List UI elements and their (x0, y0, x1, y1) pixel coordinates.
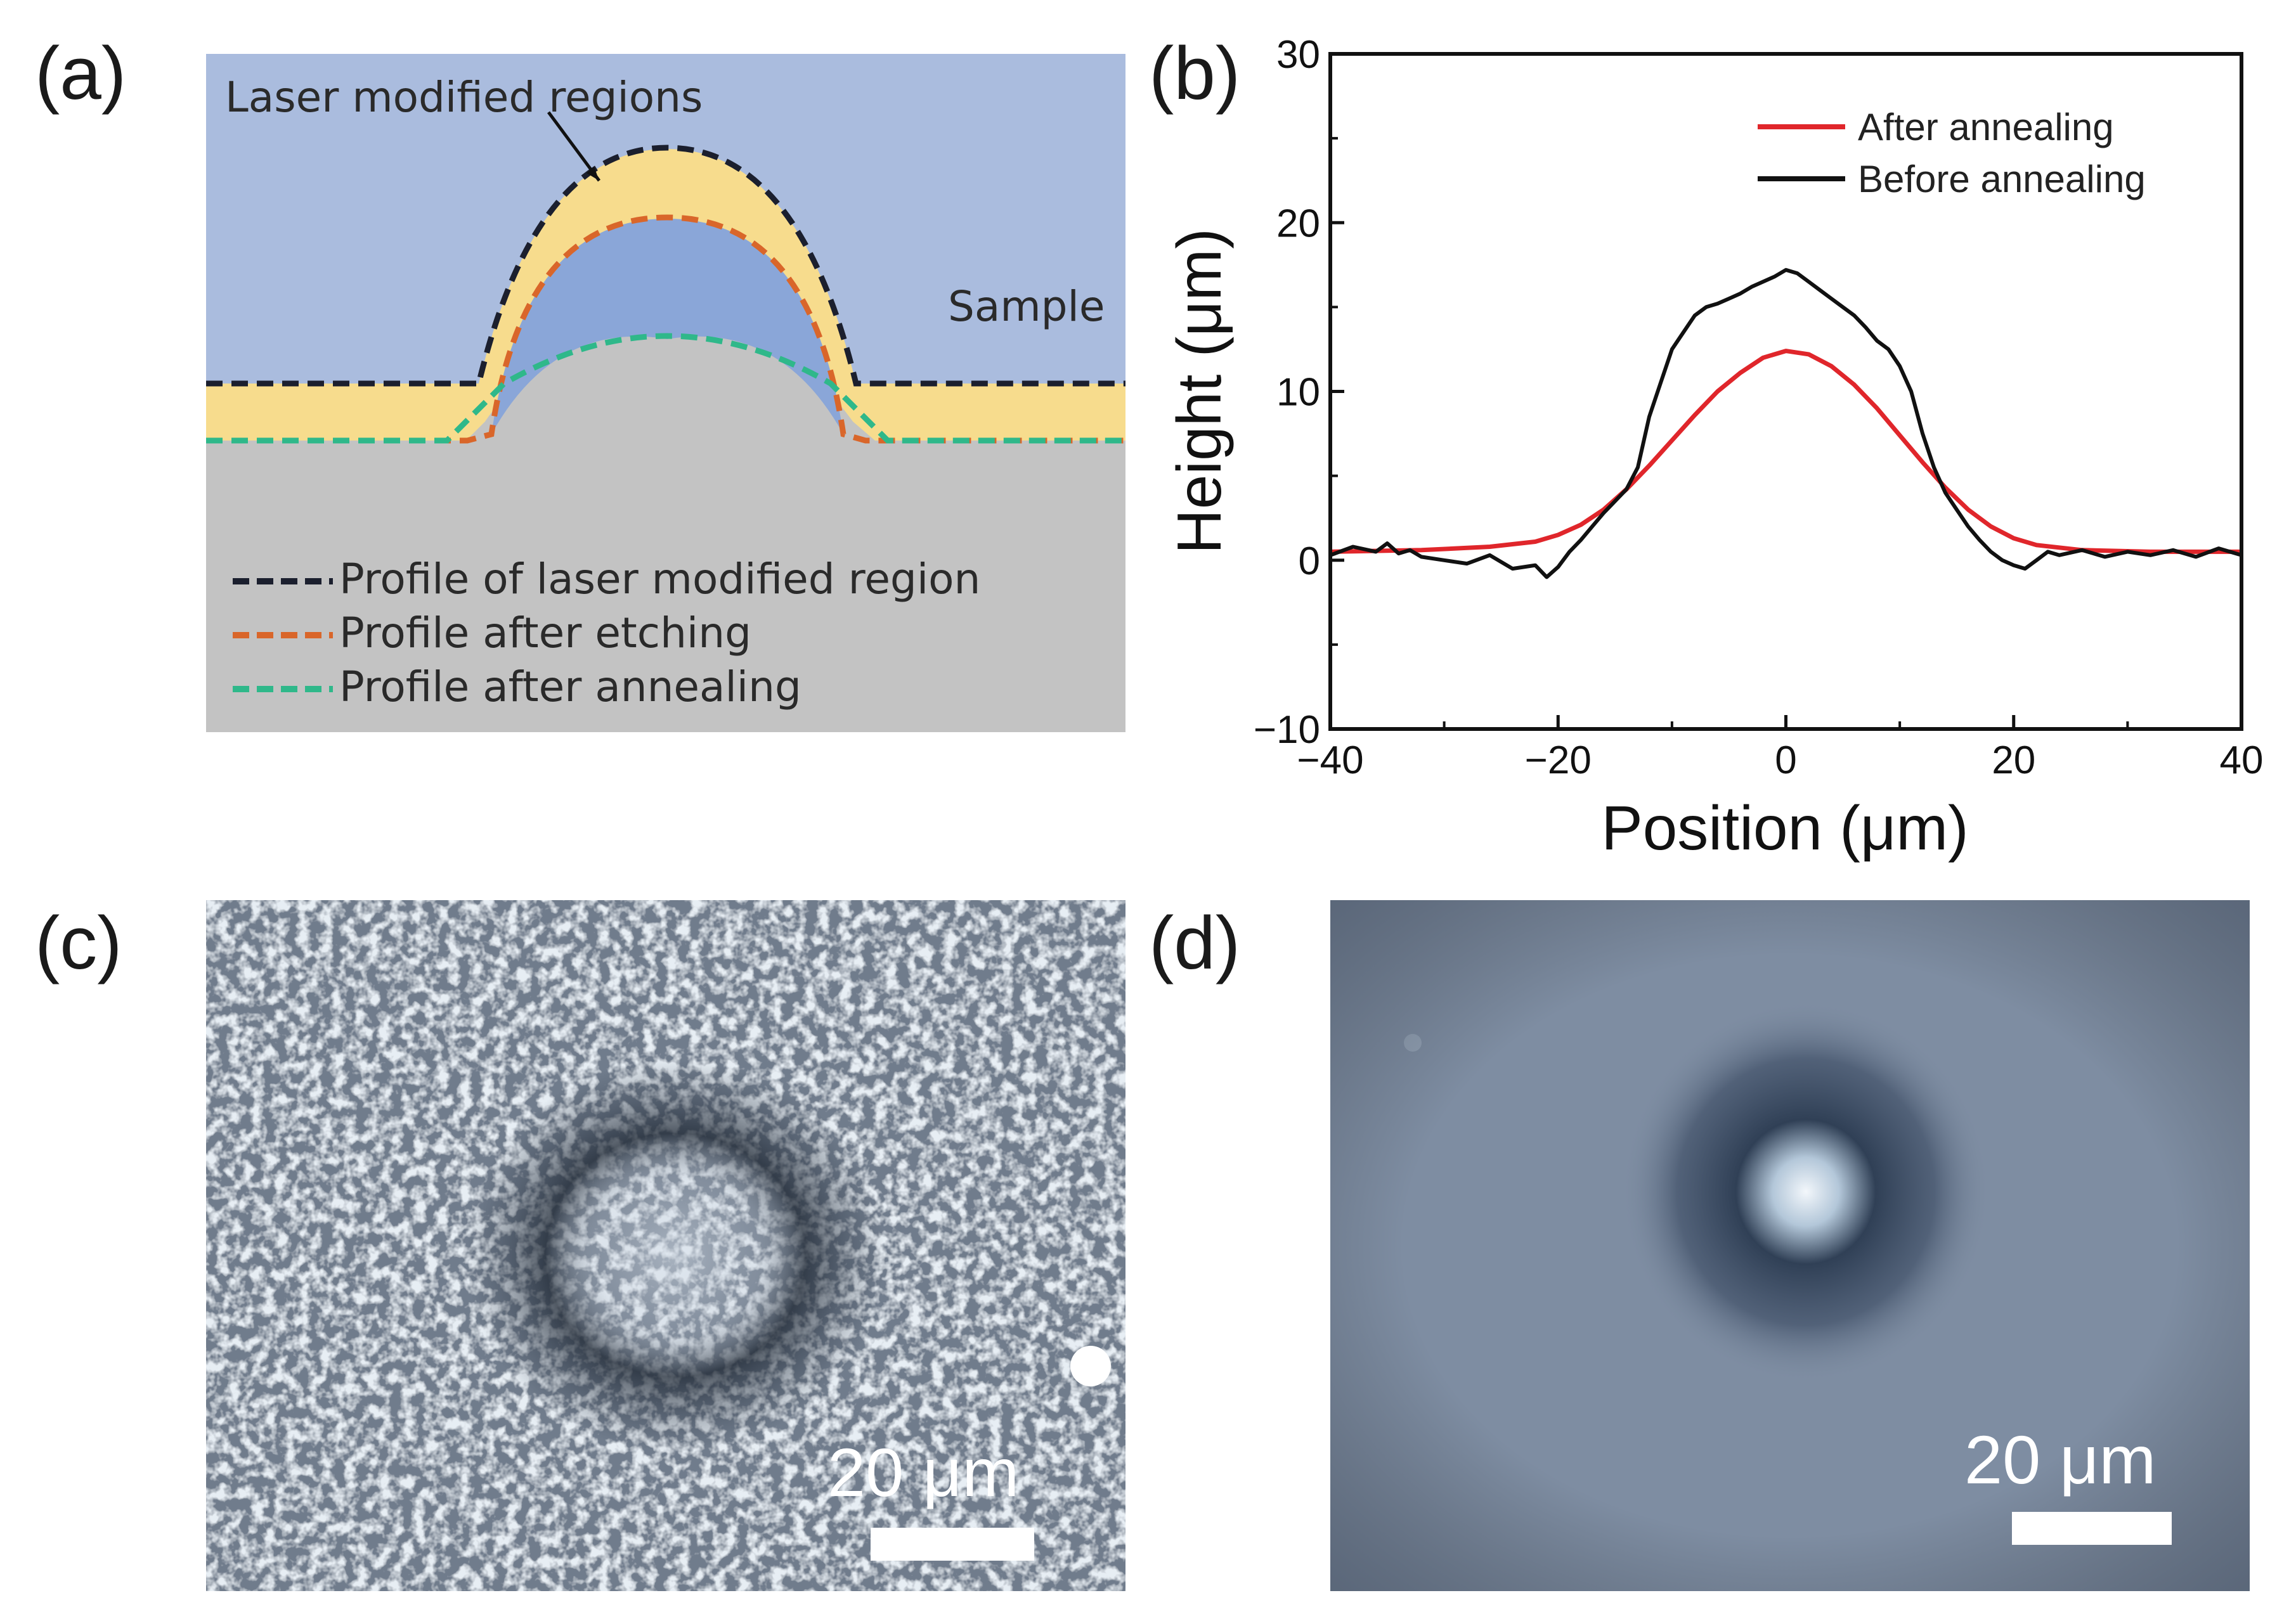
legend-text-etching: Profile after etching (339, 609, 751, 657)
y-tick-label: 20 (1276, 202, 1320, 245)
series-line-after-annealing (1330, 349, 2241, 554)
micrograph-after-annealing: 20 μm (1330, 900, 2250, 1591)
micrograph-d-vignette (1330, 900, 2250, 1591)
y-tick-label: 0 (1299, 539, 1320, 583)
panel-label-d: (d) (1149, 901, 1241, 985)
sample-label: Sample (948, 282, 1105, 331)
annealing-profile-line (206, 333, 1125, 444)
scale-label-c: 20 μm (827, 1434, 1020, 1511)
y-axis-label: Height (μm) (1164, 228, 1234, 554)
x-tick-label: 40 (2220, 739, 2264, 782)
micrograph-c-bright-spot (1070, 1346, 1111, 1386)
scale-label-d: 20 μm (1964, 1421, 2157, 1498)
series-line-before-annealing (1329, 268, 2242, 579)
laser-modified-profile-line (206, 145, 1125, 387)
x-tick-label: 0 (1775, 739, 1796, 782)
substrate-region (206, 336, 1125, 732)
callout-arrowhead (587, 167, 599, 181)
schematic-svg (206, 54, 1125, 732)
micrograph-c-feature (466, 1059, 885, 1452)
panel-label-b: (b) (1149, 32, 1241, 115)
y-tick-label: 10 (1276, 371, 1320, 415)
micrograph-d-image (1330, 900, 2250, 1591)
legend-text-annealing: Profile after annealing (339, 662, 801, 711)
y-tick-label: −10 (1254, 708, 1320, 752)
scale-bar-c (871, 1528, 1034, 1561)
x-tick-label: −40 (1297, 739, 1363, 782)
scale-bar-d (2012, 1512, 2172, 1545)
callout-label: Laser modified regions (225, 73, 703, 122)
height-profile-chart: −40 −20 0 20 40 −10 0 10 20 30 After annealing Bef… (1160, 33, 2295, 875)
micrograph-c-image (206, 900, 1125, 1591)
micrograph-before-annealing: 20 μm (206, 900, 1125, 1591)
x-axis-label: Position (μm) (1601, 793, 1968, 863)
callout-pointer (547, 111, 601, 182)
etched-dome (491, 219, 843, 434)
plot-frame (1328, 52, 2243, 731)
y-tick-label: 30 (1276, 38, 1320, 77)
panel-label-a: (a) (35, 32, 127, 115)
chart-svg: −40 −20 0 20 40 −10 0 10 20 30 After annealing Bef… (1164, 33, 2264, 863)
schematic-panel: Laser modified regions Sample Profile of… (206, 54, 1125, 732)
etching-profile-line (206, 214, 1125, 444)
x-tick-label: −20 (1525, 739, 1592, 782)
legend-text-laser: Profile of laser modified region (339, 555, 981, 603)
x-tick-label: 20 (1992, 739, 2035, 782)
legend-label: Before annealing (1858, 158, 2146, 200)
legend-label: After annealing (1858, 106, 2114, 148)
panel-label-c: (c) (35, 901, 122, 985)
